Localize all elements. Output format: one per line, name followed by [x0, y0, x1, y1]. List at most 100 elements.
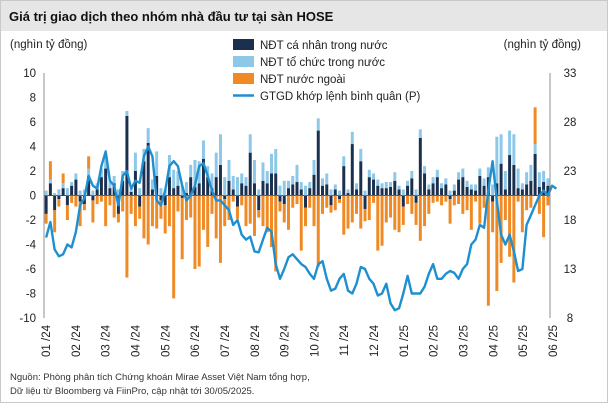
bar-segment	[316, 118, 320, 131]
bar-segment	[355, 195, 359, 214]
bar-segment	[248, 195, 252, 224]
bar-segment	[444, 178, 448, 185]
left-axis-unit: (nghìn tỷ đồng)	[10, 39, 88, 51]
bar-segment	[108, 182, 112, 189]
bar-segment	[448, 195, 452, 200]
bar-segment	[104, 168, 108, 196]
legend-swatch	[233, 56, 254, 67]
bar-segment	[359, 195, 363, 229]
bar-segment	[367, 177, 371, 196]
bar-segment	[516, 168, 520, 189]
bar-segment	[282, 195, 286, 205]
bar-segment	[116, 213, 120, 223]
bar-segment	[452, 195, 456, 206]
bar-segment	[227, 195, 231, 220]
bar-segment	[223, 177, 227, 196]
bar-segment	[159, 195, 163, 201]
bar-segment	[461, 195, 465, 214]
bar-segment	[325, 195, 329, 208]
bar-segment	[355, 183, 359, 190]
bar-segment	[516, 188, 520, 196]
bar-segment	[244, 185, 248, 196]
bar-segment	[529, 195, 533, 208]
bar-segment	[316, 195, 320, 267]
bar-segment	[457, 195, 461, 205]
bar-segment	[240, 183, 244, 196]
bar-segment	[308, 182, 312, 189]
bar-segment	[257, 189, 261, 196]
bar-segment	[491, 195, 495, 202]
bar-segment	[265, 183, 269, 196]
bar-segment	[235, 206, 239, 219]
bar-segment	[508, 155, 512, 196]
x-tick-label: 11 /24	[339, 324, 351, 356]
bar-segment	[321, 185, 324, 196]
bar-segment	[474, 184, 478, 191]
bar-segment	[287, 195, 290, 230]
x-tick-label: 04 /25	[488, 325, 500, 357]
bar-segment	[265, 195, 269, 233]
bar-segment	[231, 175, 235, 190]
bar-segment	[235, 177, 239, 196]
bar-segment	[218, 134, 222, 165]
bar-segment	[342, 166, 346, 196]
bar-segment	[508, 195, 512, 257]
bar-segment	[491, 201, 495, 233]
bar-segment	[146, 142, 150, 196]
right-tick-label: 33	[564, 68, 577, 80]
bar-segment	[184, 193, 188, 196]
bar-segment	[418, 129, 422, 138]
bar-segment	[372, 173, 376, 180]
bar-segment	[469, 189, 473, 196]
bar-segment	[406, 185, 410, 196]
bar-segment	[121, 180, 125, 196]
bar-segment	[495, 195, 499, 292]
bar-segment	[520, 189, 524, 196]
bar-segment	[87, 168, 91, 176]
bar-segment	[53, 195, 57, 211]
bar-segment	[240, 195, 244, 206]
bar-segment	[346, 193, 350, 196]
bar-segment	[257, 195, 261, 211]
bar-segment	[410, 171, 414, 179]
bar-segment	[99, 195, 103, 202]
bar-segment	[129, 195, 133, 214]
bar-segment	[150, 189, 154, 196]
bar-segment	[57, 195, 61, 200]
bar-segment	[87, 156, 91, 169]
bar-segment	[244, 195, 248, 227]
bar-segment	[384, 188, 388, 196]
legend-label: GTGD khớp lệnh bình quân (P)	[260, 91, 420, 103]
bar-segment	[197, 183, 201, 196]
bar-segment	[448, 199, 452, 224]
bar-segment	[278, 185, 282, 196]
bar-segment	[329, 189, 333, 196]
bar-segment	[138, 188, 142, 196]
bar-segment	[537, 172, 541, 187]
left-tick-label: 2	[30, 166, 36, 178]
bar-segment	[104, 156, 108, 169]
bar-segment	[533, 153, 537, 196]
bar-segment	[482, 178, 486, 186]
bar-segment	[244, 177, 248, 186]
bar-segment	[155, 151, 159, 176]
bar-segment	[142, 195, 146, 239]
bar-segment	[214, 177, 218, 196]
bar-segment	[457, 179, 461, 196]
bar-segment	[44, 190, 48, 196]
bar-segment	[299, 182, 303, 190]
bar-segment	[104, 195, 108, 227]
bar-segment	[474, 190, 478, 196]
bar-segment	[278, 201, 282, 212]
bar-segment	[457, 172, 461, 180]
bar-segment	[520, 183, 524, 190]
bar-segment	[389, 182, 393, 187]
bar-segment	[393, 195, 397, 230]
bar-segment	[252, 159, 256, 184]
bar-segment	[270, 195, 273, 247]
bar-segment	[478, 175, 482, 196]
bar-segment	[440, 183, 444, 189]
bar-segment	[48, 179, 52, 184]
bar-segment	[359, 161, 363, 196]
